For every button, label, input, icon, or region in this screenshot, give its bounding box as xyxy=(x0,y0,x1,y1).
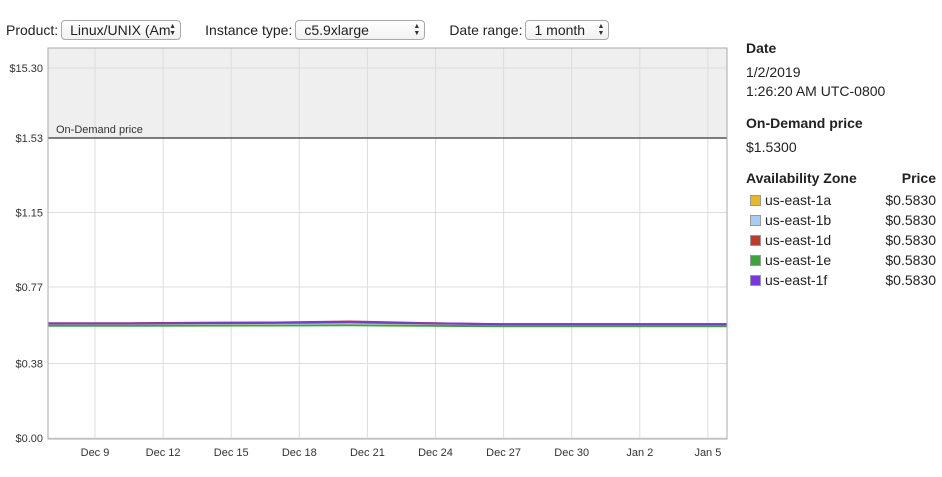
product-label: Product: xyxy=(6,22,59,38)
x-tick-label: Dec 12 xyxy=(146,447,181,459)
y-tick-label: $0.38 xyxy=(15,358,43,370)
x-tick-label: Jan 2 xyxy=(626,447,653,459)
series-line-us-east-1e[interactable] xyxy=(48,324,727,328)
x-tick-label: Dec 9 xyxy=(81,447,110,459)
series-line-us-east-1f[interactable] xyxy=(48,321,727,326)
price-history-chart[interactable]: $15.30 $1.53 $1.15 $0.77 $0.38 $0.00 Dec 9 Dec … xyxy=(0,0,735,477)
select-arrows-icon: ▲ ▼ xyxy=(413,23,421,37)
date-range-select-value: 1 month xyxy=(534,22,586,38)
az-row[interactable]: us-east-1f $0.5830 xyxy=(746,270,936,290)
plot-area-border xyxy=(47,47,728,440)
ondemand-value: $1.5300 xyxy=(746,139,797,155)
legend-swatch xyxy=(750,194,761,206)
instance-type-control: Instance type: c5.9xlarge ▲ ▼ xyxy=(205,20,426,40)
az-row[interactable]: us-east-1e $0.5830 xyxy=(746,250,936,270)
az-heading: Availability Zone xyxy=(746,170,857,186)
ondemand-line-label: On-Demand price xyxy=(56,124,143,136)
az-row[interactable]: us-east-1a $0.5830 xyxy=(746,190,936,210)
x-tick-label: Dec 15 xyxy=(214,447,249,459)
date-heading: Date xyxy=(746,40,777,56)
az-price: $0.5830 xyxy=(885,232,936,248)
price-heading: Price xyxy=(901,170,936,186)
x-tick-label: Jan 5 xyxy=(694,447,721,459)
az-name: us-east-1f xyxy=(765,272,828,288)
select-arrows-icon: ▲ ▼ xyxy=(169,23,177,37)
date-range-label: Date range: xyxy=(449,22,523,38)
instance-type-label: Instance type: xyxy=(205,22,293,38)
time-value: 1:26:20 AM UTC-0800 xyxy=(746,83,886,99)
date-range-select[interactable]: 1 month ▲ ▼ xyxy=(525,20,610,40)
az-price: $0.5830 xyxy=(885,192,936,208)
instance-type-select[interactable]: c5.9xlarge ▲ ▼ xyxy=(295,20,426,40)
x-tick-label: Dec 27 xyxy=(486,447,521,459)
az-price: $0.5830 xyxy=(885,272,936,288)
legend-swatch xyxy=(750,214,761,226)
product-control: Product: Linux/UNIX (Am ▲ ▼ xyxy=(6,20,182,40)
y-tick-label: $15.30 xyxy=(9,63,43,75)
instance-type-select-value: c5.9xlarge xyxy=(304,22,369,38)
y-tick-label: $0.77 xyxy=(15,282,43,294)
az-name: us-east-1b xyxy=(765,212,832,228)
az-price: $0.5830 xyxy=(885,252,936,268)
x-tick-label: Dec 21 xyxy=(350,447,385,459)
az-list: us-east-1a $0.5830 us-east-1b $0.5830 us-eas… xyxy=(746,190,936,290)
x-tick-label: Dec 24 xyxy=(418,447,453,459)
select-arrows-icon: ▲ ▼ xyxy=(597,23,605,37)
date-value: 1/2/2019 xyxy=(746,64,801,80)
az-row[interactable]: us-east-1d $0.5830 xyxy=(746,230,936,250)
x-tick-label: Dec 30 xyxy=(554,447,589,459)
az-name: us-east-1e xyxy=(765,252,832,268)
legend-swatch xyxy=(750,274,761,286)
legend-swatch xyxy=(750,234,761,246)
ondemand-heading: On-Demand price xyxy=(746,115,863,131)
product-select[interactable]: Linux/UNIX (Am ▲ ▼ xyxy=(61,20,182,40)
details-panel: Date 1/2/2019 1:26:20 AM UTC-0800 On-Dem… xyxy=(746,40,936,290)
legend-swatch xyxy=(750,254,761,266)
toolbar: Product: Linux/UNIX (Am ▲ ▼ Instance type… xyxy=(0,18,610,42)
az-table-header: Availability Zone Price xyxy=(746,170,936,186)
product-select-value: Linux/UNIX (Am xyxy=(70,22,171,38)
y-tick-label: $1.15 xyxy=(15,208,43,220)
date-range-control: Date range: 1 month ▲ ▼ xyxy=(449,20,610,40)
az-price: $0.5830 xyxy=(885,212,936,228)
above-ondemand-area xyxy=(48,48,727,138)
az-row[interactable]: us-east-1b $0.5830 xyxy=(746,210,936,230)
y-tick-label: $0.00 xyxy=(15,433,43,445)
az-name: us-east-1d xyxy=(765,232,832,248)
az-name: us-east-1a xyxy=(765,192,832,208)
y-tick-label: $1.53 xyxy=(15,133,43,145)
x-tick-label: Dec 18 xyxy=(282,447,317,459)
